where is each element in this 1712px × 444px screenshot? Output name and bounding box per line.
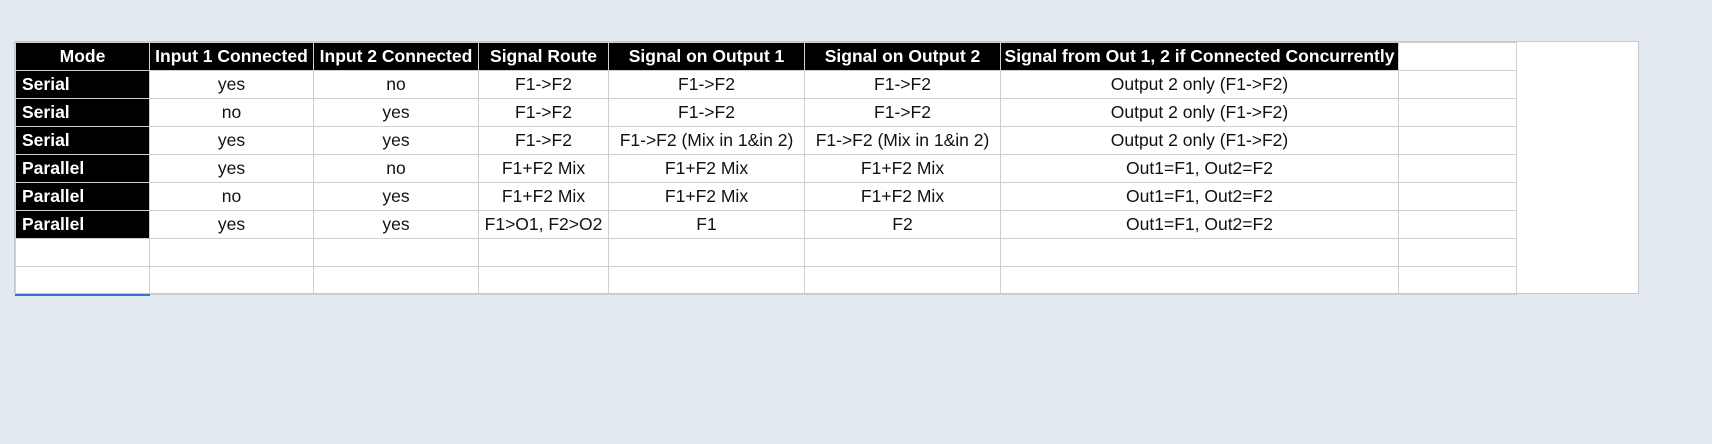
table-cell[interactable]: yes [149,70,314,99]
table-cell[interactable] [608,238,805,267]
table-row: Serial no yes F1->F2 F1->F2 F1->F2 Output 2 on… [15,98,1517,127]
table-row [15,238,1517,267]
table-cell[interactable]: Output 2 only (F1->F2) [1000,126,1399,155]
table-cell[interactable]: F1+F2 Mix [608,154,805,183]
table-cell[interactable]: Output 2 only (F1->F2) [1000,70,1399,99]
table-cell[interactable]: Out1=F1, Out2=F2 [1000,210,1399,239]
header-cell[interactable]: Signal on Output 1 [608,42,805,71]
table-cell[interactable]: Out1=F1, Out2=F2 [1000,154,1399,183]
table-row: Serial yes yes F1->F2 F1->F2 (Mix in 1&in 2)… [15,126,1517,155]
table-cell[interactable] [1398,126,1517,155]
table-cell[interactable] [1398,98,1517,127]
table-cell[interactable]: F1->F2 [478,98,609,127]
mode-cell[interactable]: Serial [15,70,150,99]
table-cell[interactable]: no [313,70,479,99]
table-cell[interactable]: F1->F2 [804,70,1001,99]
table-cell[interactable] [804,266,1001,295]
table-cell[interactable] [1000,238,1399,267]
table-cell[interactable]: F1 [608,210,805,239]
table-cell[interactable] [478,266,609,295]
table-cell[interactable] [149,238,314,267]
table-cell[interactable]: F1+F2 Mix [478,182,609,211]
table-cell[interactable]: F1->F2 [804,98,1001,127]
table-row: Parallel no yes F1+F2 Mix F1+F2 Mix F1+F2 Mix… [15,182,1517,211]
table-cell[interactable]: F1->F2 [478,70,609,99]
header-cell[interactable]: Mode [15,42,150,71]
table-cell[interactable] [478,238,609,267]
table-cell[interactable]: F1->F2 [478,126,609,155]
table-cell[interactable]: yes [313,98,479,127]
table-cell[interactable]: no [149,182,314,211]
table-cell[interactable]: Out1=F1, Out2=F2 [1000,182,1399,211]
mode-cell[interactable] [15,266,150,296]
table-cell[interactable] [1398,238,1517,267]
table-row [15,266,1517,296]
table-cell[interactable]: yes [149,210,314,239]
table-body: Mode Input 1 Connected Input 2 Connected Si… [15,42,1517,296]
table-cell[interactable]: F1->F2 (Mix in 1&in 2) [804,126,1001,155]
mode-cell[interactable]: Parallel [15,182,150,211]
mode-cell[interactable]: Parallel [15,154,150,183]
table-cell[interactable] [1398,70,1517,99]
table-cell[interactable] [1398,182,1517,211]
mode-cell[interactable]: Serial [15,126,150,155]
spreadsheet-grid: Mode Input 1 Connected Input 2 Connected Si… [14,41,1639,296]
table-row: Serial yes no F1->F2 F1->F2 F1->F2 Output 2 on… [15,70,1517,99]
table-cell[interactable] [313,266,479,295]
table-row: Parallel yes no F1+F2 Mix F1+F2 Mix F1+F2 Mix… [15,154,1517,183]
table-cell[interactable]: F1->F2 (Mix in 1&in 2) [608,126,805,155]
header-cell[interactable]: Signal Route [478,42,609,71]
table-cell[interactable] [1000,266,1399,295]
table-row: Parallel yes yes F1>O1, F2>O2 F1 F2 Out1=F1, O… [15,210,1517,239]
data-table: Mode Input 1 Connected Input 2 Connected Si… [15,42,1517,296]
table-cell[interactable]: F1->F2 [608,98,805,127]
mode-cell[interactable] [15,238,150,267]
table-cell[interactable]: no [149,98,314,127]
table-cell[interactable]: F2 [804,210,1001,239]
table-cell[interactable] [149,266,314,295]
table-cell[interactable] [1398,266,1517,295]
table-cell[interactable]: F1+F2 Mix [804,182,1001,211]
header-cell[interactable] [1398,42,1517,71]
table-cell[interactable]: yes [313,126,479,155]
header-cell[interactable]: Input 1 Connected [149,42,314,71]
table-cell[interactable]: yes [149,126,314,155]
table-cell[interactable]: yes [313,182,479,211]
table-cell[interactable]: F1>O1, F2>O2 [478,210,609,239]
table-cell[interactable] [608,266,805,295]
mode-cell[interactable]: Serial [15,98,150,127]
table-cell[interactable]: F1->F2 [608,70,805,99]
header-cell[interactable]: Signal from Out 1, 2 if Connected Concur… [1000,42,1399,71]
mode-cell[interactable]: Parallel [15,210,150,239]
table-cell[interactable]: F1+F2 Mix [804,154,1001,183]
table-cell[interactable] [804,238,1001,267]
table-cell[interactable]: F1+F2 Mix [608,182,805,211]
table-cell[interactable] [1398,154,1517,183]
header-cell[interactable]: Input 2 Connected [313,42,479,71]
table-cell[interactable] [313,238,479,267]
table-cell[interactable]: yes [149,154,314,183]
table-cell[interactable] [1398,210,1517,239]
header-row: Mode Input 1 Connected Input 2 Connected Si… [15,42,1517,71]
table-cell[interactable]: F1+F2 Mix [478,154,609,183]
table-cell[interactable]: no [313,154,479,183]
table-cell[interactable]: yes [313,210,479,239]
header-cell[interactable]: Signal on Output 2 [804,42,1001,71]
table-cell[interactable]: Output 2 only (F1->F2) [1000,98,1399,127]
